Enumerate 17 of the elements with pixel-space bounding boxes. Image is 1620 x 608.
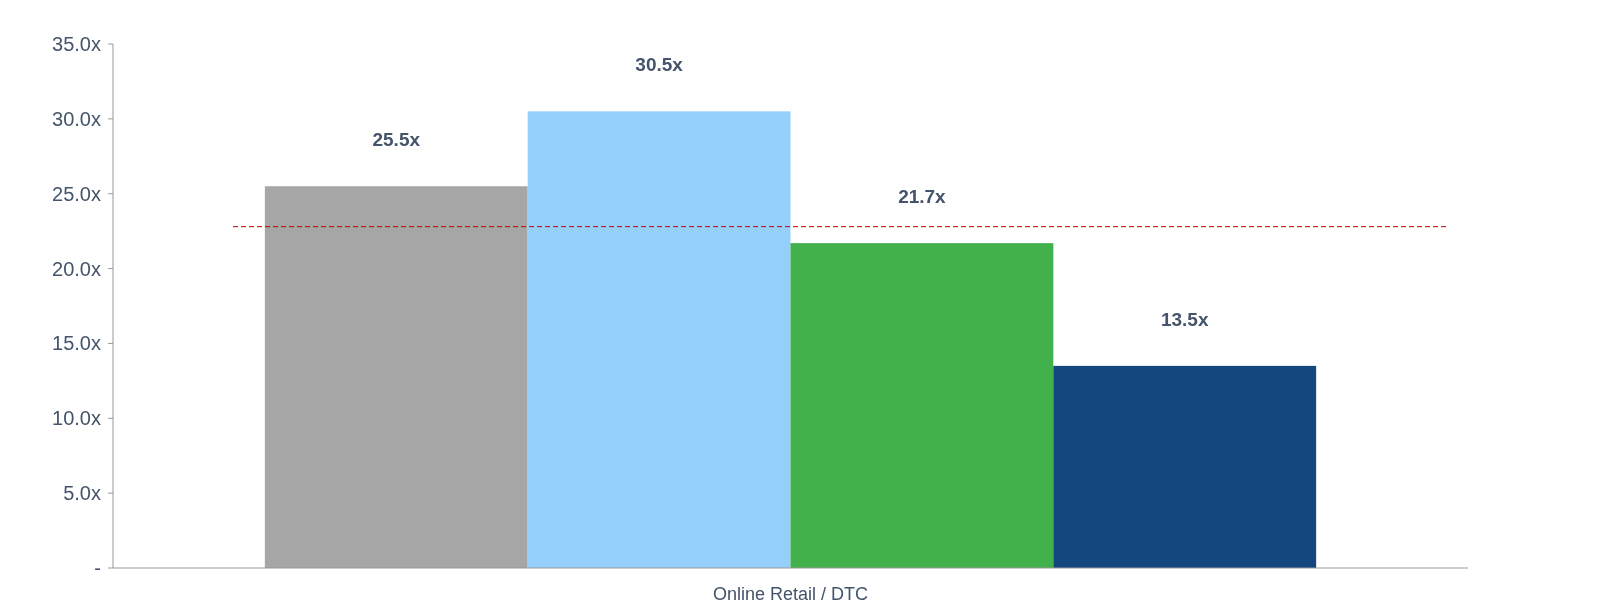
y-tick-label: - [94,557,101,579]
bar [264,186,528,568]
y-tick-label: 10.0x [52,407,101,430]
data-label: 13.5x [1160,308,1209,330]
y-tick-label: 5.0x [63,482,101,505]
y-tick-label: 30.0x [52,107,101,130]
y-tick-label: 35.0x [52,33,101,55]
bar [527,111,791,568]
y-tick-label: 20.0x [52,257,101,280]
data-label: 25.5x [372,129,421,151]
bar [790,243,1054,568]
y-tick-label: 15.0x [52,332,101,355]
x-tick-label: Online Retail / DTC [712,584,869,604]
y-tick-label: 25.0x [52,182,101,205]
bar [1053,365,1317,568]
data-label: 30.5x [635,54,684,76]
data-label: 21.7x [898,186,947,208]
